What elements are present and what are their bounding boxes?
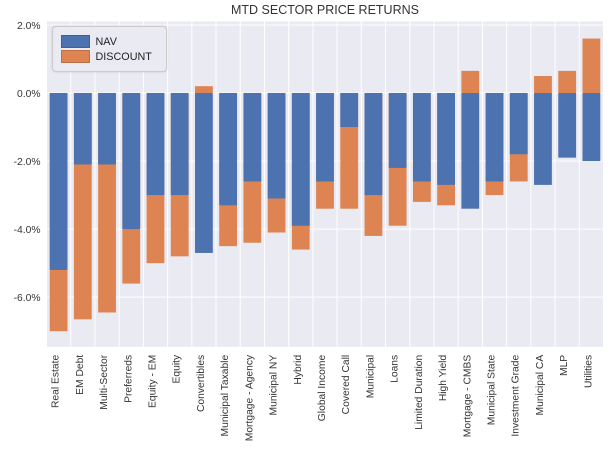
svg-text:Limited Duration: Limited Duration: [414, 355, 425, 430]
svg-text:EM Debt: EM Debt: [75, 355, 86, 395]
svg-text:Real Estate: Real Estate: [51, 355, 62, 409]
svg-text:Preferreds: Preferreds: [123, 355, 134, 403]
svg-text:Investment Grade: Investment Grade: [511, 355, 522, 437]
svg-text:Multi-Sector: Multi-Sector: [99, 354, 110, 409]
svg-text:Municipal Taxable: Municipal Taxable: [220, 355, 231, 437]
svg-text:Convertibles: Convertibles: [196, 355, 207, 412]
svg-text:Municipal: Municipal: [365, 355, 376, 399]
svg-text:2.0%: 2.0%: [17, 21, 40, 32]
svg-text:High Yield: High Yield: [438, 355, 449, 402]
svg-text:Loans: Loans: [390, 355, 401, 383]
svg-text:Mortgage - Agency: Mortgage - Agency: [244, 354, 255, 441]
svg-text:-4.0%: -4.0%: [14, 225, 41, 236]
svg-text:Hybrid: Hybrid: [293, 355, 304, 385]
svg-text:Municipal NY: Municipal NY: [269, 355, 280, 416]
svg-text:Municipal State: Municipal State: [487, 355, 498, 426]
svg-text:Equity - EM: Equity - EM: [147, 355, 158, 408]
svg-text:Equity: Equity: [172, 354, 183, 383]
svg-text:Global Income: Global Income: [317, 355, 328, 422]
svg-text:Utilities: Utilities: [583, 355, 594, 388]
svg-text:MTD SECTOR PRICE RETURNS: MTD SECTOR PRICE RETURNS: [231, 3, 419, 17]
svg-text:Covered Call: Covered Call: [341, 355, 352, 415]
svg-text:Mortgage - CMBS: Mortgage - CMBS: [462, 355, 473, 438]
svg-text:Municipal CA: Municipal CA: [535, 355, 546, 416]
svg-text:-6.0%: -6.0%: [14, 293, 41, 304]
svg-text:-2.0%: -2.0%: [14, 157, 41, 168]
svg-text:0.0%: 0.0%: [17, 89, 40, 100]
svg-text:MLP: MLP: [559, 355, 570, 376]
